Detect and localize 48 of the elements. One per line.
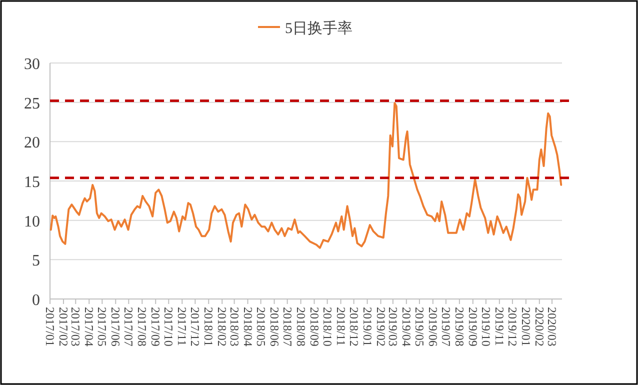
x-tick-label: 2017/09 xyxy=(148,307,163,346)
x-tick-label: 2020/01 xyxy=(518,307,533,346)
x-tick-label: 2020/02 xyxy=(532,307,546,346)
x-tick-label: 2017/04 xyxy=(82,307,96,346)
y-tick-label: 30 xyxy=(24,56,40,73)
x-tick-label: 2017/02 xyxy=(56,307,70,346)
y-tick-label: 20 xyxy=(24,134,40,152)
x-tick-label: 2018/10 xyxy=(320,307,334,346)
y-tick-label: 10 xyxy=(24,213,40,230)
x-tick-label: 2017/05 xyxy=(95,307,110,346)
x-tick-label: 2018/03 xyxy=(227,307,242,346)
legend-label: 5日换手率 xyxy=(285,20,352,37)
x-tick-label: 2019/10 xyxy=(478,307,493,346)
x-tick-label: 2019/01 xyxy=(360,307,374,346)
x-tick-label: 2018/01 xyxy=(202,307,216,346)
x-tick-label: 2019/05 xyxy=(412,307,426,346)
x-tick-label: 2020/03 xyxy=(545,307,560,346)
x-tick-label: 2018/12 xyxy=(346,307,361,346)
x-tick-label: 2018/06 xyxy=(267,307,282,346)
x-tick-label: 2017/12 xyxy=(188,307,202,346)
y-tick-label: 25 xyxy=(24,95,40,112)
x-tick-label: 2018/11 xyxy=(334,307,348,346)
y-tick-label: 0 xyxy=(32,292,40,309)
x-tick-label: 2017/01 xyxy=(43,307,57,346)
y-tick-label: 15 xyxy=(24,174,40,191)
x-tick-label: 2017/11 xyxy=(175,307,190,346)
x-tick-label: 2019/06 xyxy=(426,307,440,346)
x-tick-label: 2018/07 xyxy=(280,307,294,346)
x-tick-label: 2018/05 xyxy=(254,307,268,346)
y-tick-label: 5 xyxy=(32,252,40,270)
x-tick-label: 2018/02 xyxy=(215,307,230,346)
x-tick-label: 2017/06 xyxy=(108,307,123,346)
line-series xyxy=(50,102,562,249)
x-tick-label: 2019/11 xyxy=(492,307,506,346)
x-tick-label: 2017/03 xyxy=(68,307,83,346)
x-tick-label: 2019/04 xyxy=(399,307,414,346)
x-tick-label: 2019/02 xyxy=(374,307,388,346)
x-tick-label: 2019/09 xyxy=(466,307,480,346)
x-tick-label: 2019/03 xyxy=(386,307,400,346)
x-tick-label: 2019/08 xyxy=(452,307,466,346)
x-tick-label: 2017/08 xyxy=(135,307,150,346)
x-tick-label: 2018/04 xyxy=(240,307,255,346)
x-tick-label: 2018/09 xyxy=(307,307,322,346)
x-tick-label: 2019/12 xyxy=(505,307,520,346)
x-tick-label: 2017/10 xyxy=(162,307,176,346)
x-tick-label: 2018/08 xyxy=(294,307,308,346)
x-tick-label: 2019/07 xyxy=(438,307,453,346)
x-tick-label: 2017/07 xyxy=(122,307,136,346)
